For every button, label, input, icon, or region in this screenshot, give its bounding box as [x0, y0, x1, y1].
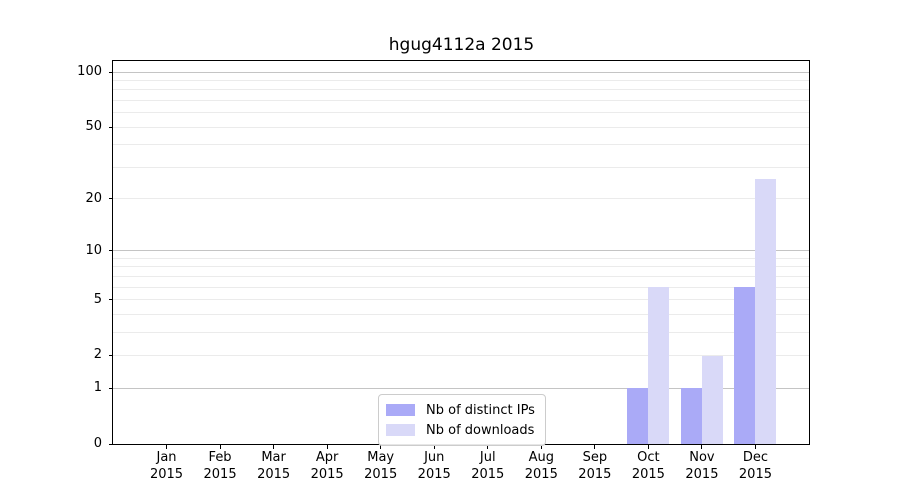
y-tick-mark [109, 198, 113, 200]
x-tick-label-month: May [367, 450, 395, 465]
x-tick-label-month: Oct [637, 450, 660, 465]
legend-label-downloads: Nb of downloads [426, 422, 535, 438]
x-tick-label-year: 2015 [310, 467, 344, 482]
x-tick-mark [433, 445, 435, 449]
y-tick-label: 20 [85, 190, 102, 206]
x-tick-mark [754, 445, 756, 449]
x-tick-label: Dec 2015 [727, 449, 783, 483]
legend-label-distinct-ips: Nb of distinct IPs [426, 402, 535, 418]
y-gridline [113, 313, 809, 315]
x-tick-label: Jan 2015 [139, 449, 195, 483]
y-tick-mark [109, 443, 113, 445]
x-tick-mark [219, 445, 221, 449]
y-tick-mark [109, 299, 113, 301]
bar-distinct-ips [680, 388, 702, 444]
x-tick-label-year: 2015 [203, 467, 237, 482]
y-gridline [113, 126, 809, 128]
x-tick-label-month: Aug [528, 450, 554, 465]
y-gridline [113, 71, 809, 73]
x-tick-label: Oct 2015 [620, 449, 676, 483]
x-tick-label-year: 2015 [524, 467, 558, 482]
legend-row: Nb of distinct IPs [386, 400, 535, 420]
y-gridline [113, 266, 809, 268]
y-gridline [113, 250, 809, 252]
y-gridline [113, 198, 809, 200]
x-tick-label-year: 2015 [149, 467, 184, 482]
x-tick-label: May 2015 [353, 449, 409, 483]
x-tick-mark [273, 445, 275, 449]
y-gridline [113, 144, 809, 146]
y-gridline [113, 112, 809, 114]
x-tick-label-year: 2015 [631, 467, 665, 482]
x-tick-label-month: Nov [689, 450, 715, 465]
y-gridline [113, 387, 809, 389]
y-gridline [113, 354, 809, 356]
y-tick-mark [109, 71, 113, 73]
y-gridline [113, 275, 809, 277]
x-tick-label-year: 2015 [578, 467, 612, 482]
x-tick-label: Sep 2015 [567, 449, 623, 483]
y-gridline [113, 331, 809, 333]
legend-swatch-distinct-ips [386, 404, 415, 416]
y-gridline [113, 299, 809, 301]
y-tick-label: 2 [93, 347, 102, 363]
x-tick-label-month: Jan [156, 450, 177, 465]
y-tick-label: 0 [93, 436, 102, 451]
x-tick-label-year: 2015 [738, 467, 772, 482]
y-gridline [113, 286, 809, 288]
x-tick-mark [166, 445, 168, 449]
x-tick-mark [487, 445, 489, 449]
y-gridline [113, 80, 809, 82]
x-tick-label-year: 2015 [471, 467, 505, 482]
legend-row: Nb of downloads [386, 420, 535, 440]
chart-title: hgug4112a 2015 [388, 35, 535, 55]
plot-area [112, 60, 810, 445]
y-tick-label: 50 [85, 119, 102, 135]
bar-downloads [648, 287, 670, 444]
y-tick-label: 1 [93, 380, 102, 396]
y-tick-mark [109, 250, 113, 252]
x-tick-label: Jul 2015 [460, 449, 516, 483]
x-tick-label-month: Feb [208, 450, 232, 465]
x-tick-mark [647, 445, 649, 449]
x-tick-label-month: Mar [261, 450, 286, 465]
y-tick-mark [109, 387, 113, 389]
x-tick-label-month: Dec [742, 450, 769, 465]
x-tick-label: Aug 2015 [513, 449, 569, 483]
x-tick-label: Apr 2015 [299, 449, 355, 483]
x-tick-mark [701, 445, 703, 449]
x-tick-label-month: Sep [582, 450, 608, 465]
y-tick-mark [109, 126, 113, 128]
y-gridline [113, 257, 809, 259]
bar-distinct-ips [734, 287, 756, 444]
x-tick-label: Mar 2015 [246, 449, 302, 483]
x-tick-label-year: 2015 [417, 467, 451, 482]
y-tick-label: 100 [77, 64, 102, 80]
x-tick-label-year: 2015 [257, 467, 291, 482]
x-tick-label-month: Jul [479, 450, 496, 465]
bar-distinct-ips [627, 388, 649, 444]
x-tick-label-year: 2015 [364, 467, 398, 482]
bar-downloads [701, 355, 723, 444]
x-tick-label: Nov 2015 [674, 449, 730, 483]
y-tick-label: 5 [93, 291, 102, 307]
x-tick-label-month: Jun [424, 450, 445, 465]
x-tick-mark [540, 445, 542, 449]
x-tick-mark [326, 445, 328, 449]
x-tick-label-year: 2015 [685, 467, 719, 482]
y-gridline [113, 89, 809, 91]
legend: Nb of distinct IPs Nb of downloads [378, 394, 546, 446]
y-tick-label: 10 [85, 242, 102, 258]
legend-swatch-downloads [386, 424, 415, 436]
x-tick-label: Feb 2015 [192, 449, 248, 483]
y-tick-mark [109, 354, 113, 356]
x-tick-mark [594, 445, 596, 449]
x-tick-mark [380, 445, 382, 449]
y-gridline [113, 166, 809, 168]
x-tick-label: Jun 2015 [406, 449, 462, 483]
bar-downloads [755, 178, 777, 444]
y-gridline [113, 100, 809, 102]
x-tick-label-month: Apr [315, 450, 339, 465]
